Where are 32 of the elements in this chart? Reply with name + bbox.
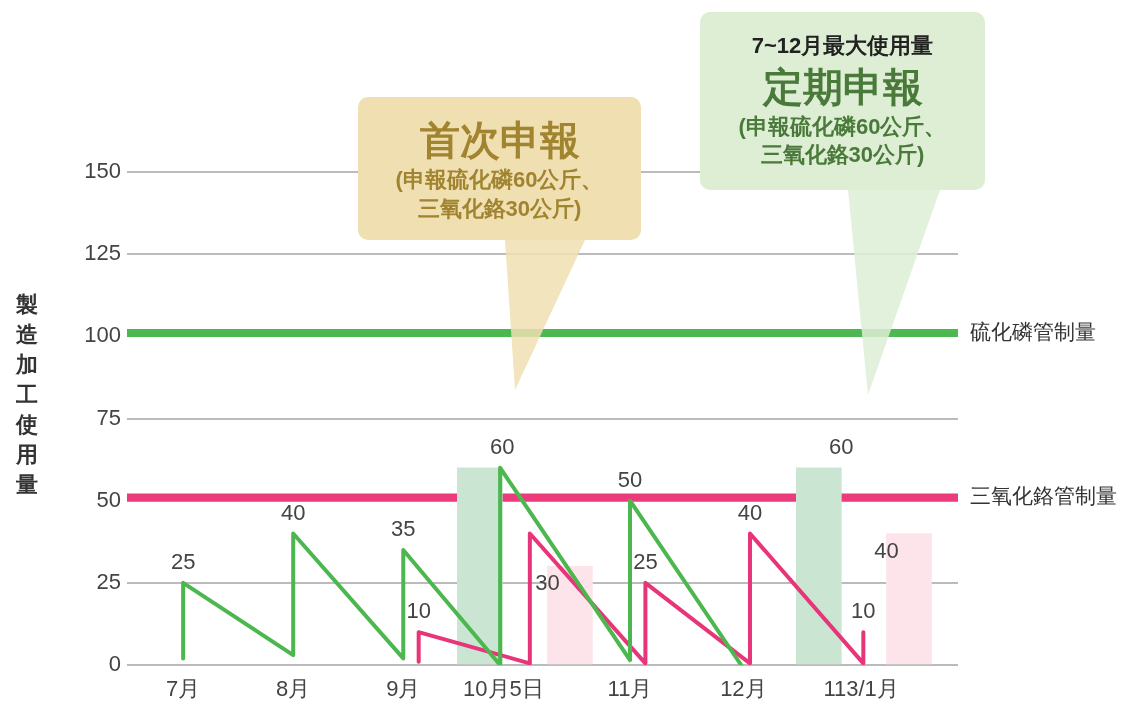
x-tick-label: 7月 [166, 676, 201, 702]
y-tick-label: 75 [96, 404, 121, 430]
x-tick-label: 113/1月 [823, 676, 899, 702]
data-label: 50 [617, 466, 643, 492]
y-tick-label: 50 [96, 486, 121, 512]
data-label: 25 [633, 548, 658, 574]
y-axis-title: 製造加工使用量 [14, 291, 39, 499]
data-label: 40 [737, 499, 763, 525]
speech-bubble: 首次申報 (申報硫化磷60公斤、三氧化鉻30公斤) [358, 97, 641, 390]
y-tick-label: 100 [84, 322, 121, 348]
data-label: 60 [829, 433, 854, 459]
data-label: 35 [391, 516, 416, 542]
y-tick-label: 150 [84, 158, 121, 184]
data-label: 10 [851, 598, 876, 624]
data-label: 40 [280, 499, 306, 525]
ref-line-label: 硫化磷管制量 [970, 319, 1096, 343]
annotation: (申報硫化磷60公斤、三氧化鉻30公斤) [394, 165, 605, 223]
data-label: 40 [874, 537, 899, 563]
x-tick-label: 9月 [386, 676, 421, 702]
data-label: 10 [406, 598, 431, 624]
x-tick-label: 12月 [720, 676, 767, 702]
y-tick-label: 0 [108, 651, 121, 677]
y-tick-label: 125 [84, 240, 121, 266]
ref-line-label: 三氧化鉻管制量 [970, 484, 1117, 508]
x-tick-label: 10月5日 [463, 676, 544, 702]
data-label: 25 [170, 548, 196, 574]
data-label: 60 [490, 433, 515, 459]
y-tick-label: 25 [96, 568, 121, 594]
data-label: 30 [535, 570, 560, 596]
bar [796, 467, 842, 665]
x-tick-label: 11月 [607, 676, 653, 702]
x-tick-label: 8月 [276, 676, 311, 702]
